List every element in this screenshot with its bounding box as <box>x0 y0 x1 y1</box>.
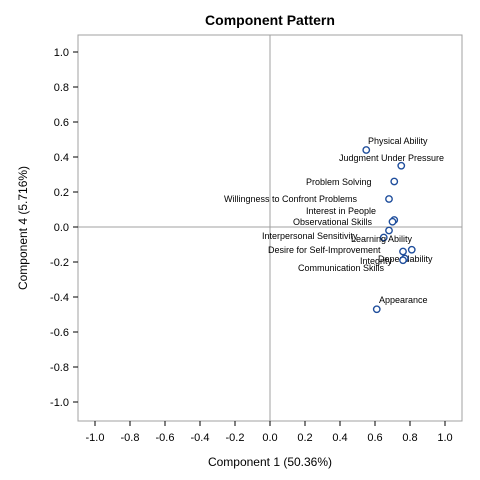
x-tick-label: -1.0 <box>86 432 105 444</box>
point-label: Interpersonal Sensitivity <box>262 231 358 241</box>
x-axis-label: Component 1 (50.36%) <box>208 455 332 469</box>
scatter-point <box>385 226 393 235</box>
y-tick-label: 0.8 <box>54 82 69 94</box>
x-tick-label: 0.8 <box>402 432 417 444</box>
point-label: Learning Ability <box>351 234 413 244</box>
scatter-point <box>397 161 406 170</box>
point-label: Appearance <box>379 295 428 305</box>
scatter-point <box>379 233 388 242</box>
point-label: Observational Skills <box>293 217 373 227</box>
y-tick-label: 1.0 <box>54 47 69 59</box>
x-tick-label: 1.0 <box>437 432 452 444</box>
x-tick-label: 0.2 <box>297 432 312 444</box>
point-label: Desire for Self-Improvement <box>268 245 381 255</box>
y-tick-label: -0.4 <box>50 292 69 304</box>
x-tick-label: -0.8 <box>121 432 140 444</box>
x-tick-label: 0.0 <box>262 432 277 444</box>
point-label: Problem Solving <box>306 177 372 187</box>
scatter-point <box>390 177 399 186</box>
y-tick-label: 0.0 <box>54 222 69 234</box>
y-axis-label: Component 4 (5.716%) <box>16 166 30 290</box>
point-label: Willingness to Confront Problems <box>224 194 358 204</box>
scatter-point <box>407 245 416 254</box>
scatter-point <box>372 305 381 314</box>
scatter-point <box>362 146 371 154</box>
point-label: Communication Skills <box>298 263 385 273</box>
point-label: Integrity <box>360 256 393 266</box>
scatter-point <box>399 247 407 256</box>
y-tick-label: 0.2 <box>54 187 69 199</box>
scatter-point <box>388 217 397 226</box>
scatter-point <box>399 256 407 265</box>
y-tick-label: -0.2 <box>50 257 69 269</box>
x-tick-label: -0.2 <box>226 432 245 444</box>
point-label: Judgment Under Pressure <box>339 153 444 163</box>
chart-title: Component Pattern <box>205 12 335 28</box>
point-label: Interest in People <box>306 206 376 216</box>
x-tick-label: -0.4 <box>191 432 210 444</box>
y-tick-label: -0.6 <box>50 327 69 339</box>
y-tick-label: 0.6 <box>54 117 69 129</box>
y-tick-label: -0.8 <box>50 362 69 374</box>
x-tick-label: 0.4 <box>332 432 347 444</box>
point-label: Physical Ability <box>368 136 428 146</box>
x-tick-label: -0.6 <box>156 432 175 444</box>
x-tick-label: 0.6 <box>367 432 382 444</box>
y-tick-label: 0.4 <box>54 152 69 164</box>
scatter-point <box>385 195 393 203</box>
y-tick-label: -1.0 <box>50 397 69 409</box>
